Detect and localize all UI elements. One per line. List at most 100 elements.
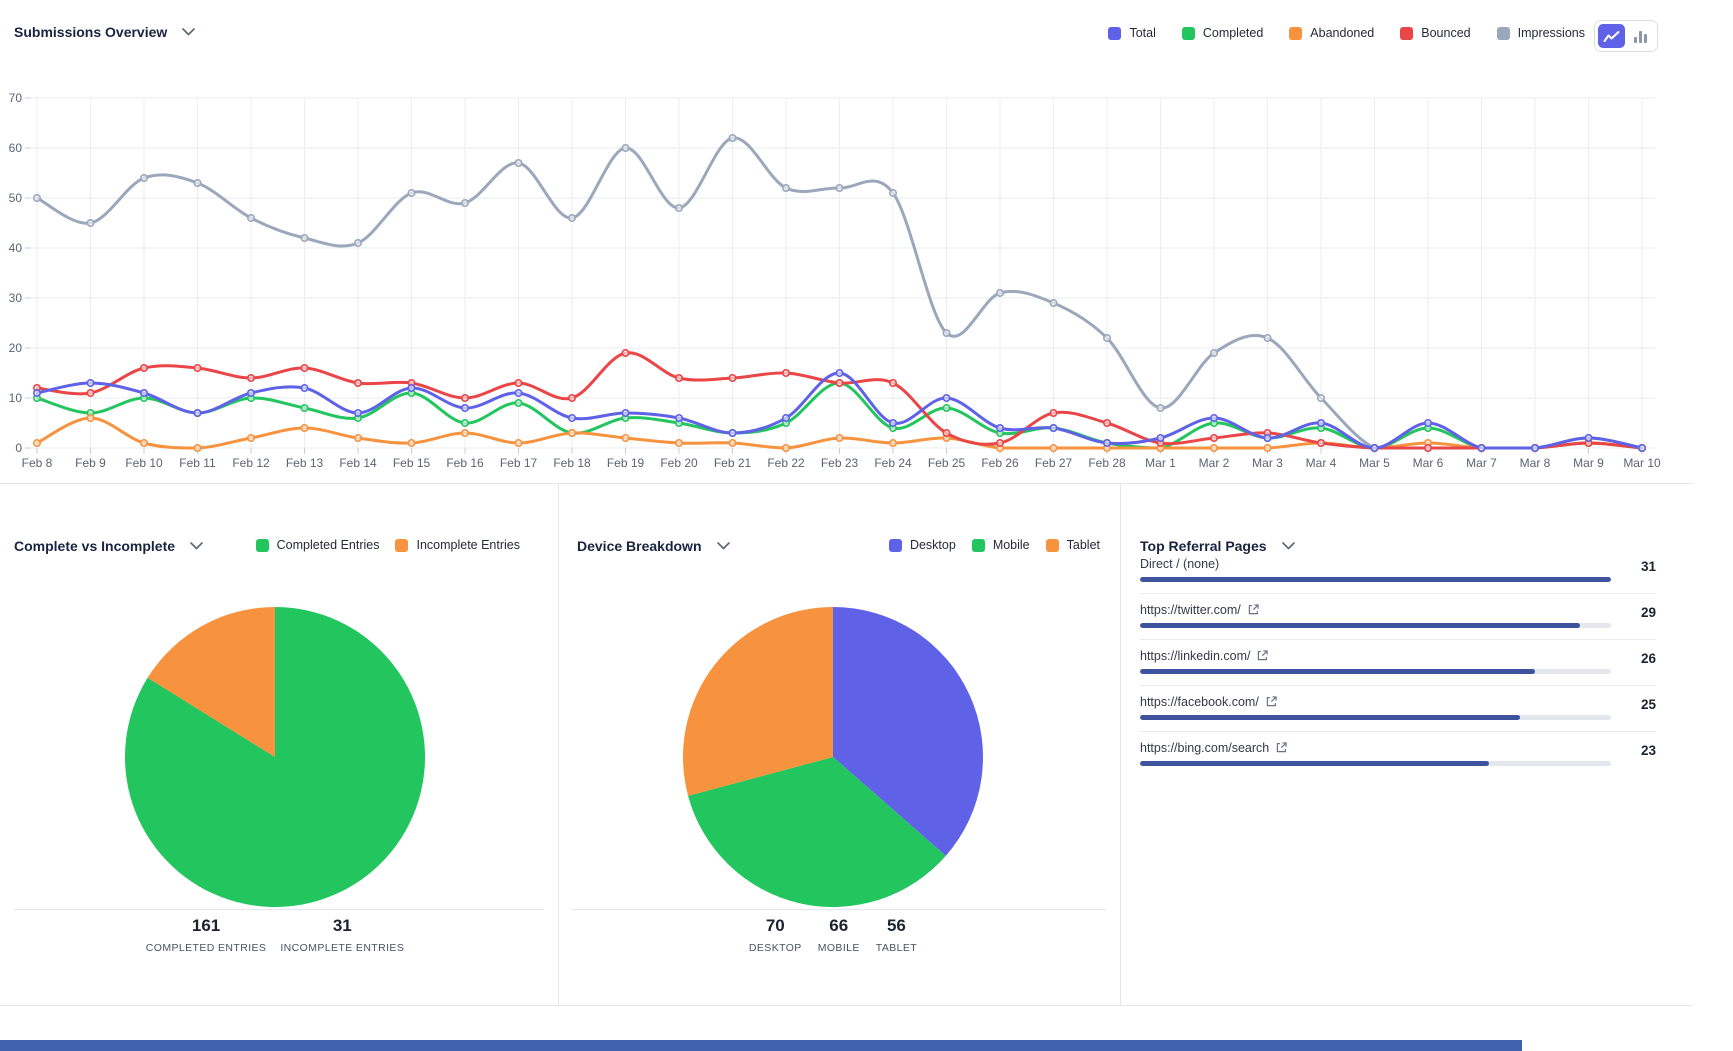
referral-link[interactable]: https://linkedin.com/ bbox=[1140, 648, 1251, 663]
svg-text:20: 20 bbox=[9, 341, 23, 355]
submissions-line-chart[interactable]: 0 10 20 30 40 50 60 70 Feb 8 Feb 9 Feb 10 Feb 11 Feb… bbox=[0, 0, 1692, 482]
complete-vs-incomplete-stats: 161 COMPLETED ENTRIES 31 INCOMPLETE ENTRIES bbox=[15, 916, 535, 954]
legend-label: Completed Entries bbox=[276, 538, 380, 552]
legend-item[interactable]: Bounced bbox=[1400, 26, 1471, 40]
bar-chart-toggle-button[interactable] bbox=[1627, 24, 1654, 48]
referral-item-top: https://facebook.com/ bbox=[1140, 693, 1656, 710]
chevron-down-icon[interactable] bbox=[716, 542, 730, 550]
svg-text:Feb 15: Feb 15 bbox=[393, 456, 431, 470]
referral-item-top: https://bing.com/search bbox=[1140, 739, 1656, 756]
top-referral-pages-header: Top Referral Pages bbox=[1140, 538, 1295, 554]
referral-item[interactable]: https://twitter.com/ 29 bbox=[1140, 594, 1656, 640]
chevron-down-icon[interactable] bbox=[182, 28, 196, 36]
stat-value: 56 bbox=[886, 916, 906, 935]
legend-swatch bbox=[1400, 26, 1414, 40]
legend-label: Impressions bbox=[1517, 26, 1585, 40]
referral-item-top: https://linkedin.com/ bbox=[1140, 647, 1656, 664]
referral-link[interactable]: https://facebook.com/ bbox=[1140, 694, 1259, 709]
svg-text:40: 40 bbox=[9, 241, 23, 255]
external-link-icon bbox=[1277, 742, 1287, 753]
referral-bar-track bbox=[1140, 669, 1611, 674]
pie-slice[interactable] bbox=[125, 607, 425, 907]
legend-swatch bbox=[1108, 26, 1122, 40]
svg-text:Feb 23: Feb 23 bbox=[821, 456, 859, 470]
referral-value: 26 bbox=[1640, 651, 1656, 666]
referral-item[interactable]: https://linkedin.com/ 26 bbox=[1140, 640, 1656, 686]
referral-value: 23 bbox=[1640, 743, 1656, 758]
svg-text:50: 50 bbox=[9, 191, 23, 205]
external-link-icon bbox=[1248, 604, 1259, 615]
complete-vs-incomplete-pie[interactable] bbox=[125, 607, 425, 907]
pie-slice[interactable] bbox=[833, 607, 983, 856]
referral-item[interactable]: Direct / (none) 31 bbox=[1140, 548, 1656, 594]
svg-text:Mar 3: Mar 3 bbox=[1252, 456, 1283, 470]
legend-swatch bbox=[888, 538, 902, 552]
svg-text:Feb 8: Feb 8 bbox=[22, 456, 53, 470]
svg-text:Mar 4: Mar 4 bbox=[1306, 456, 1337, 470]
legend-label: Mobile bbox=[992, 538, 1030, 552]
svg-text:Feb 26: Feb 26 bbox=[981, 456, 1019, 470]
line-chart-toggle-button[interactable] bbox=[1598, 24, 1625, 48]
svg-text:Feb 22: Feb 22 bbox=[767, 456, 805, 470]
svg-text:Mar 6: Mar 6 bbox=[1413, 456, 1444, 470]
referral-bar-fill bbox=[1140, 623, 1581, 628]
referral-bar-fill bbox=[1140, 715, 1520, 720]
svg-text:70: 70 bbox=[9, 91, 23, 105]
referral-bar-fill bbox=[1140, 669, 1536, 674]
stat-block: 31 INCOMPLETE ENTRIES bbox=[280, 916, 404, 954]
stat-block: 70 DESKTOP bbox=[749, 916, 802, 954]
legend-item[interactable]: Tablet bbox=[1045, 538, 1100, 552]
submissions-legend: Total Completed Abandoned Bounced Impression… bbox=[1108, 26, 1585, 40]
referral-link[interactable]: Direct / (none) bbox=[1140, 556, 1220, 571]
svg-text:Mar 7: Mar 7 bbox=[1466, 456, 1497, 470]
referral-bar-track bbox=[1140, 623, 1611, 628]
svg-text:Feb 21: Feb 21 bbox=[714, 456, 752, 470]
stat-label: COMPLETED ENTRIES bbox=[145, 942, 267, 954]
stat-value: 31 bbox=[332, 916, 352, 935]
referral-bar-fill bbox=[1140, 577, 1611, 582]
chevron-down-icon[interactable] bbox=[1281, 542, 1295, 550]
referral-item[interactable]: https://facebook.com/ 25 bbox=[1140, 686, 1656, 732]
legend-item[interactable]: Desktop bbox=[888, 538, 956, 552]
referral-link[interactable]: https://twitter.com/ bbox=[1140, 602, 1241, 617]
complete-vs-incomplete-legend: Completed Entries Incomplete Entries bbox=[255, 538, 520, 552]
legend-item[interactable]: Incomplete Entries bbox=[395, 538, 520, 552]
device-breakdown-stats: 70 DESKTOP 66 MOBILE 56 TABLET bbox=[583, 916, 1083, 954]
complete-vs-incomplete-title: Complete vs Incomplete bbox=[14, 538, 176, 554]
legend-item[interactable]: Abandoned bbox=[1289, 26, 1374, 40]
pie-slice[interactable] bbox=[147, 607, 275, 757]
referral-link[interactable]: https://bing.com/search bbox=[1140, 740, 1270, 755]
referral-item[interactable]: https://bing.com/search 23 bbox=[1140, 732, 1656, 777]
device-breakdown-header: Device Breakdown bbox=[577, 538, 730, 554]
pie-slice[interactable] bbox=[688, 757, 946, 907]
svg-text:0: 0 bbox=[15, 441, 22, 455]
stats-divider bbox=[572, 909, 1106, 910]
svg-text:Feb 28: Feb 28 bbox=[1088, 456, 1126, 470]
legend-swatch bbox=[255, 538, 269, 552]
svg-text:Feb 17: Feb 17 bbox=[500, 456, 538, 470]
pie-slice[interactable] bbox=[683, 607, 833, 796]
legend-item[interactable]: Completed bbox=[1181, 26, 1264, 40]
legend-item[interactable]: Impressions bbox=[1496, 26, 1585, 40]
referral-value: 31 bbox=[1640, 559, 1656, 574]
referral-bar-track bbox=[1140, 761, 1611, 766]
legend-label: Completed bbox=[1202, 26, 1264, 40]
legend-item[interactable]: Total bbox=[1108, 26, 1156, 40]
legend-swatch bbox=[1289, 26, 1303, 40]
referral-value: 25 bbox=[1640, 697, 1656, 712]
svg-text:Feb 12: Feb 12 bbox=[232, 456, 270, 470]
submissions-overview-title: Submissions Overview bbox=[14, 24, 168, 40]
device-breakdown-pie[interactable] bbox=[683, 607, 983, 907]
stat-label: DESKTOP bbox=[748, 942, 802, 954]
svg-text:Feb 24: Feb 24 bbox=[874, 456, 912, 470]
legend-swatch bbox=[1181, 26, 1195, 40]
chevron-down-icon[interactable] bbox=[190, 542, 203, 550]
stat-value: 161 bbox=[191, 916, 221, 935]
top-referral-pages-title: Top Referral Pages bbox=[1140, 538, 1267, 554]
legend-label: Bounced bbox=[1421, 26, 1471, 40]
legend-item[interactable]: Mobile bbox=[971, 538, 1030, 552]
legend-label: Total bbox=[1129, 26, 1156, 40]
submissions-overview-header: Submissions Overview bbox=[14, 24, 196, 40]
svg-text:Mar 9: Mar 9 bbox=[1573, 456, 1604, 470]
legend-item[interactable]: Completed Entries bbox=[255, 538, 380, 552]
